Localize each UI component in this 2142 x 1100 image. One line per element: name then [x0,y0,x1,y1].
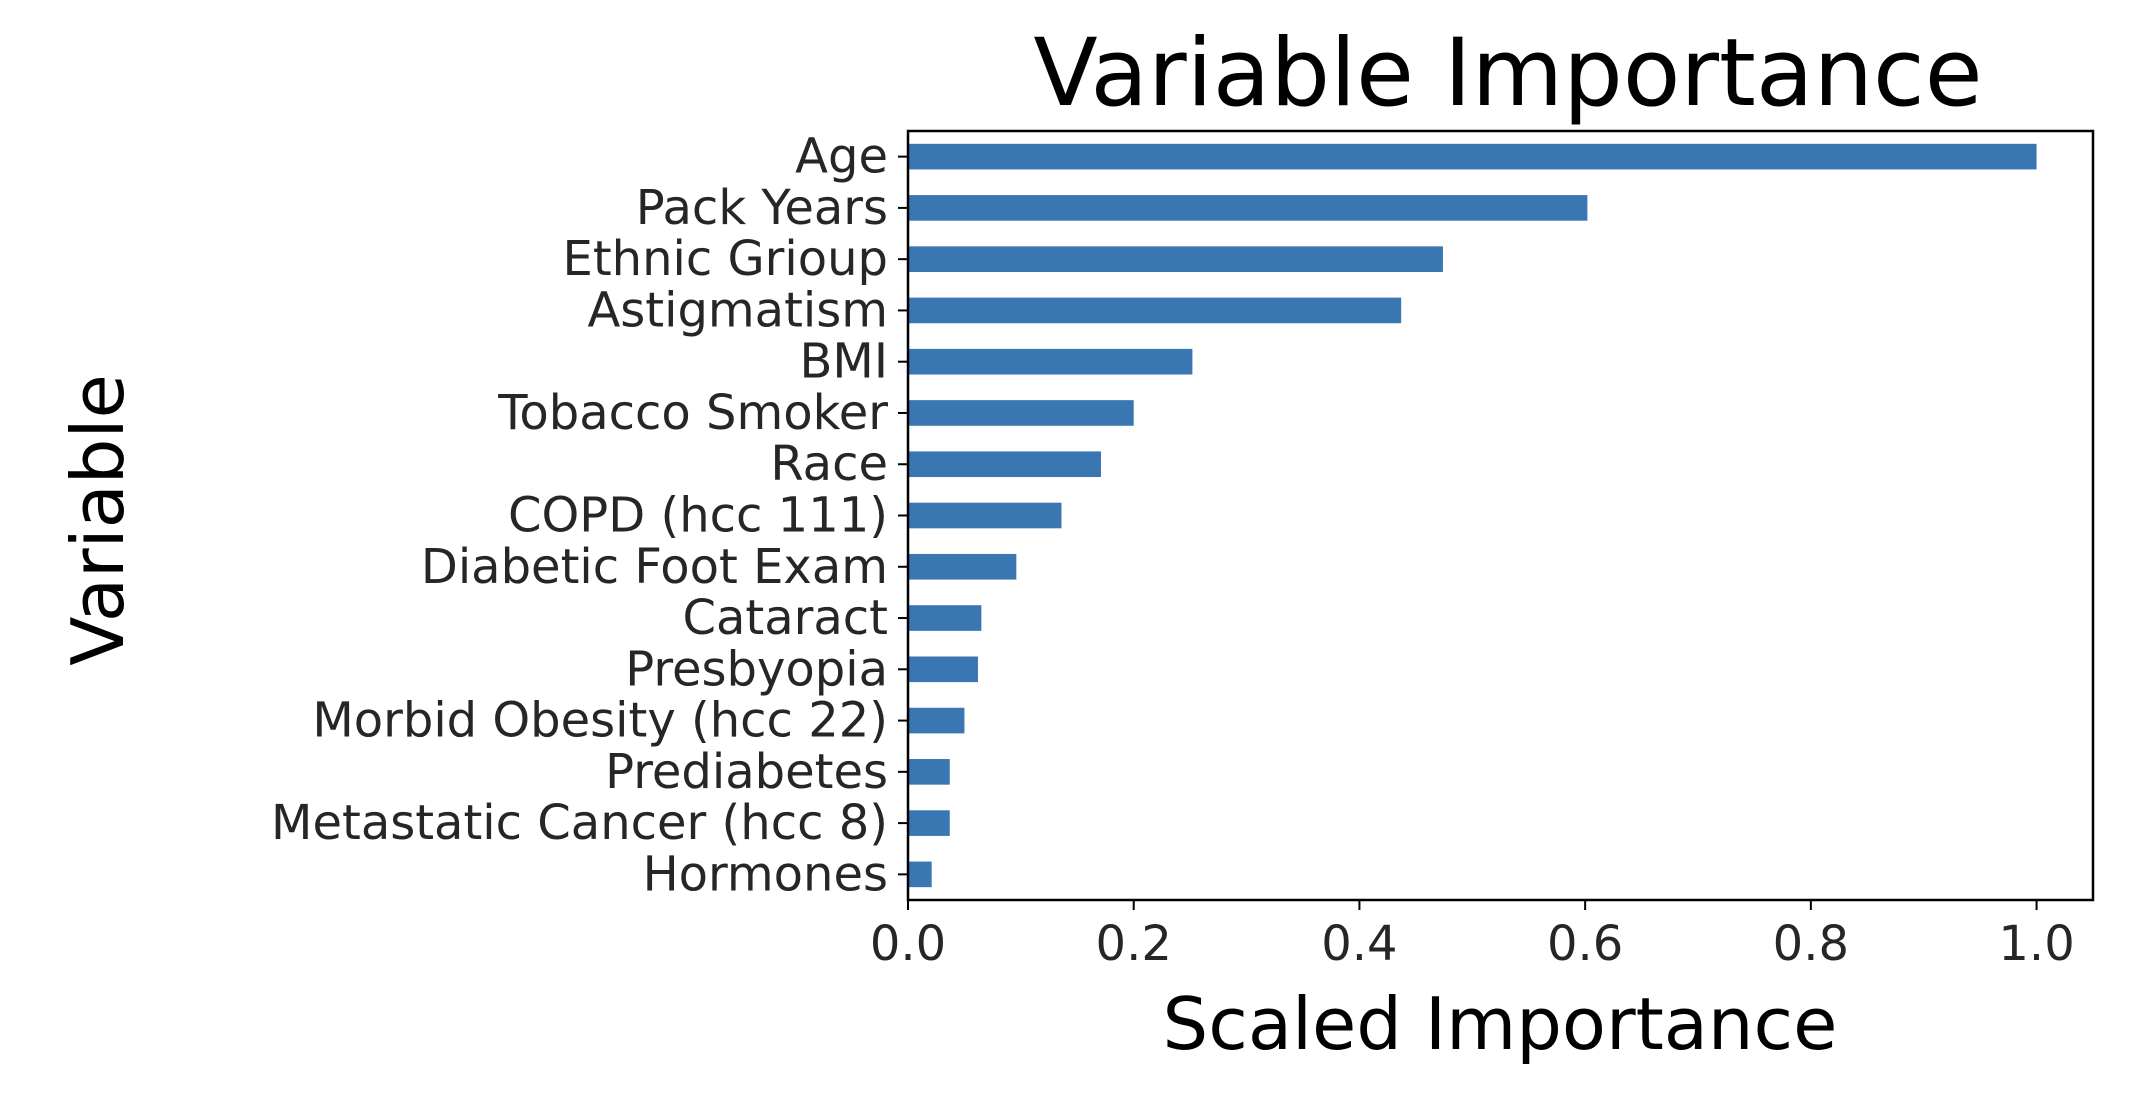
bar-hormones [908,861,932,888]
x-tick-label: 0.0 [870,916,946,972]
bar-prediabetes [908,759,950,785]
y-tick-label: Tobacco Smoker [497,385,888,441]
y-tick-label: Pack Years [636,180,888,236]
x-tick-label: 0.4 [1321,916,1397,972]
bar-age [908,143,2037,170]
y-tick-label: Hormones [643,846,888,902]
bar-copd-hcc-111 [908,502,1062,529]
x-tick-label: 0.6 [1547,916,1623,972]
y-tick-label: Diabetic Foot Exam [421,539,888,595]
bar-bmi [908,348,1193,375]
bar-tobacco-smoker [908,400,1134,426]
y-tick-label: Presbyopia [625,641,888,697]
y-tick-label: Prediabetes [605,744,888,800]
y-tick-label: Morbid Obesity (hcc 22) [312,693,888,749]
bar-metastatic-cancer-hcc-8 [908,810,950,836]
y-tick-label: Race [770,436,888,492]
x-tick-label: 0.2 [1096,916,1172,972]
chart-title: Variable Importance [1033,19,1982,128]
x-tick-label: 1.0 [1998,916,2074,972]
y-tick-label: COPD (hcc 111) [508,488,888,544]
bar-morbid-obesity-hcc-22 [908,707,965,734]
bar-astigmatism [908,297,1402,324]
bar-pack-years [908,195,1588,221]
y-axis-label: Variable [56,374,140,666]
bar-ethnic-grioup [908,246,1443,272]
bar-diabetic-foot-exam [908,553,1017,580]
y-tick-label: Astigmatism [587,282,888,338]
bar-cataract [908,605,982,631]
x-axis-label: Scaled Importance [1163,982,1838,1066]
y-tick-label: BMI [800,334,889,390]
x-tick-labels: 0.0 0.2 0.4 0.6 0.8 1.0 [870,900,2075,972]
plot-frame [906,129,2095,902]
bar-presbyopia [908,656,978,683]
y-tick-label: Age [795,129,888,185]
y-tick-label: Ethnic Grioup [563,231,889,287]
bars-group [908,143,2037,888]
y-tick-label: Cataract [682,590,888,646]
y-tick-label: Metastatic Cancer (hcc 8) [271,795,888,851]
x-tick-label: 0.8 [1773,916,1849,972]
bar-race [908,451,1101,478]
